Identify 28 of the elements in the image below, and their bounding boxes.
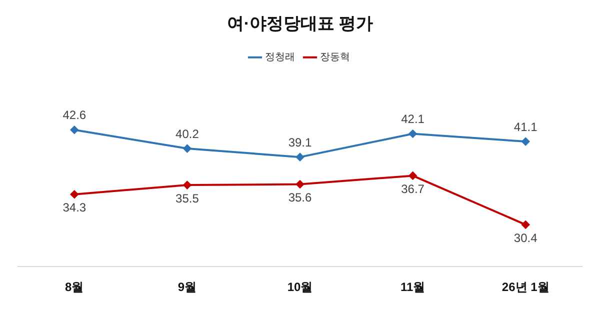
data-label: 36.7 [401,182,425,196]
data-label: 39.1 [288,135,312,150]
point [296,153,304,162]
x-tick-label: 10월 [287,280,313,294]
x-tick-label: 26년 1월 [502,280,550,294]
point [408,130,417,138]
point [183,181,192,190]
point [296,180,304,188]
legend-label: 장동혁 [320,52,350,64]
data-label: 41.1 [514,120,538,134]
point [70,126,78,134]
point [408,172,417,180]
x-tick-label: 8월 [65,280,84,294]
point [183,144,192,153]
data-label: 42.6 [62,108,86,122]
x-tick-label: 9월 [178,280,197,294]
point [522,138,530,146]
point [522,220,530,229]
data-label: 40.2 [176,126,200,141]
point [70,190,78,198]
data-label: 42.1 [401,112,425,126]
data-label: 34.3 [62,200,86,215]
x-tick-label: 11월 [400,280,426,294]
legend-label: 정청래 [265,52,295,64]
data-label: 35.6 [288,190,312,205]
data-label: 35.5 [176,191,200,206]
data-label: 30.4 [514,230,538,245]
chart-title: 여·야정당대표 평가 [226,14,374,33]
